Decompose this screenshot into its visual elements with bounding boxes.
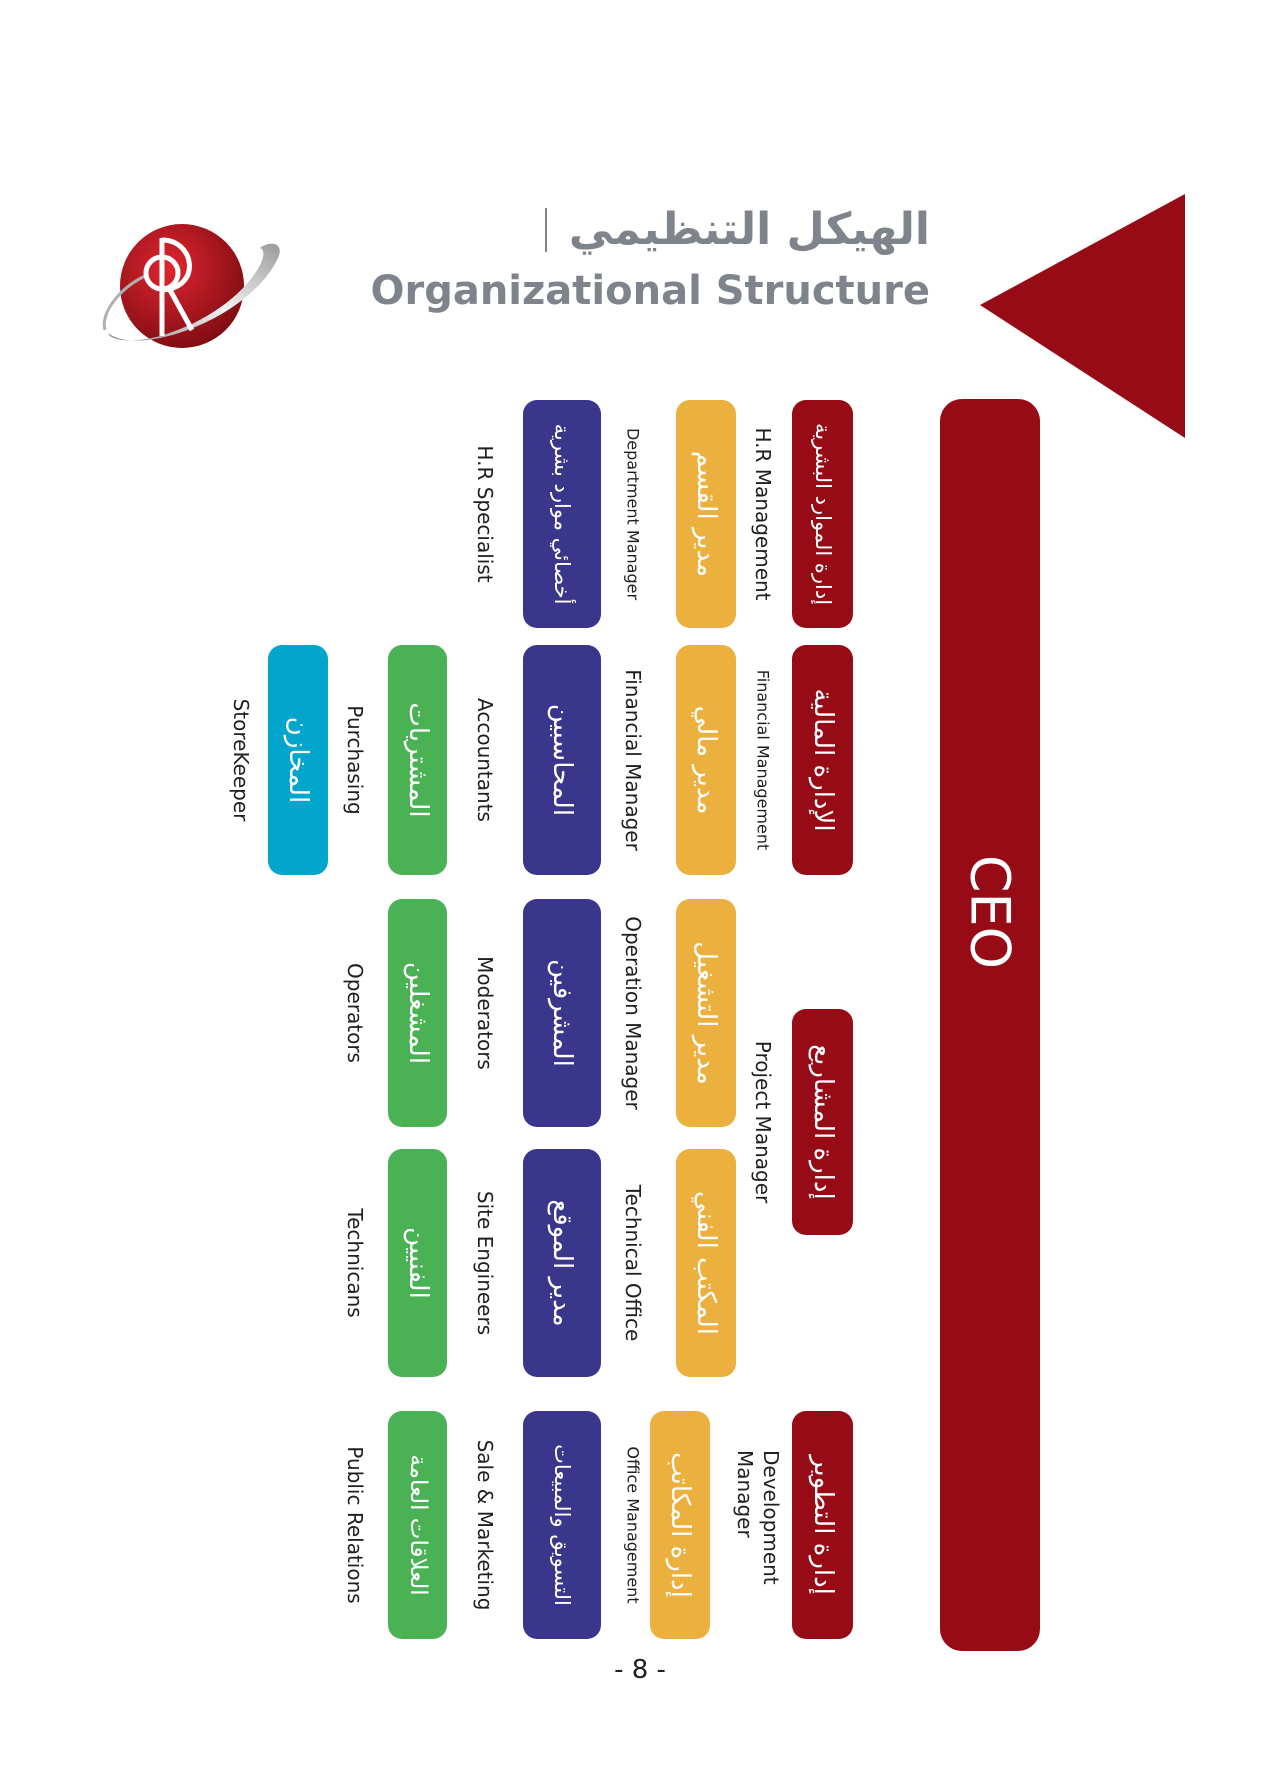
development-staff1-ar-text: التسويق والمبيعات xyxy=(550,1444,574,1606)
operators-label: Operators xyxy=(340,899,370,1127)
hr-dept-ar-text: إدارة الموارد البشرية xyxy=(810,422,835,606)
hr-department-label: H.R Management xyxy=(748,400,778,628)
purchasing-box[interactable]: المشتريات xyxy=(388,645,447,875)
development-dept-en-text: Development Manager xyxy=(733,1450,783,1585)
site-engineers-box[interactable]: مدير الموقع xyxy=(523,1149,601,1377)
office-management-box[interactable]: إدارة المكاتب xyxy=(650,1411,710,1639)
development-staff2-ar-text: العلاقات العامة xyxy=(404,1454,431,1596)
operation-manager-label: Operation Manager xyxy=(618,899,648,1127)
projects-tech-staff2-en-text: Technicans xyxy=(343,1208,367,1318)
company-logo xyxy=(100,218,285,363)
finance-staff1-en-text: Accountants xyxy=(473,698,497,822)
hr-specialist-label: H.R Specialist xyxy=(470,400,500,628)
technicians-label: Technicans xyxy=(340,1149,370,1377)
hr-manager-box[interactable]: مدير القسم xyxy=(676,400,736,628)
office-management-label: Office Management xyxy=(618,1411,648,1639)
site-engineers-label: Site Engineers xyxy=(470,1149,500,1377)
finance-department-label: Financial Management xyxy=(748,645,778,875)
finance-manager-label: Financial Manager xyxy=(618,645,648,875)
projects-department-label: Project Manager xyxy=(748,1009,778,1235)
page-number: - 8 - xyxy=(614,1655,666,1685)
ceo-box[interactable]: CEO xyxy=(940,399,1040,1651)
development-manager-ar-text: إدارة المكاتب xyxy=(665,1452,695,1598)
technical-office-box[interactable]: المكتب الفني xyxy=(676,1149,736,1377)
projects-ops-staff1-en-text: Moderators xyxy=(473,956,497,1070)
header-title-ar-text: الهيكل التنظيمي xyxy=(568,204,930,255)
hr-staff-ar-text: أخصائي موارد بشرية xyxy=(550,423,574,605)
hr-manager-label: Department Manager xyxy=(618,400,648,628)
development-department-label: Development Manager xyxy=(728,1411,788,1639)
finance-staff2-ar-text: المشتريات xyxy=(402,702,433,818)
finance-manager-box[interactable]: مدير مالي xyxy=(676,645,736,875)
finance-staff3-ar-text: المخازن xyxy=(283,716,313,804)
storekeeper-label: StoreKeeper xyxy=(226,645,256,875)
projects-ops-staff1-ar-text: المشرفين xyxy=(547,959,577,1067)
hr-manager-ar-text: مدير القسم xyxy=(691,450,721,578)
title-divider xyxy=(544,207,547,252)
technical-office-label: Technical Office xyxy=(618,1149,648,1377)
projects-ops-manager-ar-text: مدير التشغيل xyxy=(691,941,721,1085)
projects-tech-staff2-ar-text: الفنيين xyxy=(402,1227,433,1299)
projects-tech-manager-en-text: Technical Office xyxy=(621,1184,645,1342)
hr-department-box[interactable]: إدارة الموارد البشرية xyxy=(792,400,853,628)
finance-manager-ar-text: مدير مالي xyxy=(691,705,721,815)
finance-department-box[interactable]: الإدارة المالية xyxy=(792,645,853,875)
projects-tech-manager-ar-text: المكتب الفني xyxy=(691,1191,721,1335)
operation-manager-box[interactable]: مدير التشغيل xyxy=(676,899,736,1127)
purchasing-label: Purchasing xyxy=(340,645,370,875)
projects-ops-staff2-en-text: Operators xyxy=(343,963,367,1063)
technicians-box[interactable]: الفنيين xyxy=(388,1149,447,1377)
projects-ops-manager-en-text: Operation Manager xyxy=(621,916,645,1110)
finance-dept-en-text: Financial Management xyxy=(753,669,773,851)
storekeeper-box[interactable]: المخازن xyxy=(268,645,328,875)
finance-manager-en-text: Financial Manager xyxy=(621,669,645,851)
hr-dept-en-text: H.R Management xyxy=(751,427,775,601)
development-staff2-en-text: Public Relations xyxy=(343,1446,367,1604)
page-title-english: Organizational Structure xyxy=(370,268,930,314)
operators-box[interactable]: المشغلين xyxy=(388,899,447,1127)
finance-staff1-ar-text: المحاسبين xyxy=(547,703,577,817)
public-relations-label: Public Relations xyxy=(340,1411,370,1639)
development-department-box[interactable]: إدارة التطوير xyxy=(792,1411,853,1639)
page-title-arabic: الهيكل التنظيمي xyxy=(520,204,930,260)
finance-dept-ar-text: الإدارة المالية xyxy=(807,688,838,832)
projects-department-box[interactable]: إدارة المشاريع xyxy=(792,1009,853,1235)
hr-staff-en-text: H.R Specialist xyxy=(473,445,497,583)
accountants-label: Accountants xyxy=(470,645,500,875)
development-manager-en-text: Office Management xyxy=(623,1446,643,1604)
development-dept-ar-text: إدارة التطوير xyxy=(807,1455,838,1595)
projects-dept-ar-text: إدارة المشاريع xyxy=(807,1044,838,1200)
hr-specialist-box[interactable]: أخصائي موارد بشرية xyxy=(523,400,601,628)
moderators-box[interactable]: المشرفين xyxy=(523,899,601,1127)
accountants-box[interactable]: المحاسبين xyxy=(523,645,601,875)
sales-marketing-label: Sale & Marketing xyxy=(470,1411,500,1639)
public-relations-box[interactable]: العلاقات العامة xyxy=(388,1411,447,1639)
projects-tech-staff1-en-text: Site Engineers xyxy=(473,1190,497,1336)
finance-staff3-en-text: StoreKeeper xyxy=(229,698,253,822)
projects-ops-staff2-ar-text: المشغلين xyxy=(402,961,433,1065)
hr-manager-en-text: Department Manager xyxy=(623,427,643,601)
ceo-label-text: CEO xyxy=(958,855,1022,970)
sales-marketing-box[interactable]: التسويق والمبيعات xyxy=(523,1411,601,1639)
moderators-label: Moderators xyxy=(470,899,500,1127)
projects-dept-en-text: Project Manager xyxy=(751,1040,775,1204)
header-triangle xyxy=(980,194,1185,438)
development-staff1-en-text: Sale & Marketing xyxy=(473,1439,497,1611)
projects-tech-staff1-ar-text: مدير الموقع xyxy=(547,1199,577,1327)
finance-staff2-en-text: Purchasing xyxy=(343,705,367,815)
